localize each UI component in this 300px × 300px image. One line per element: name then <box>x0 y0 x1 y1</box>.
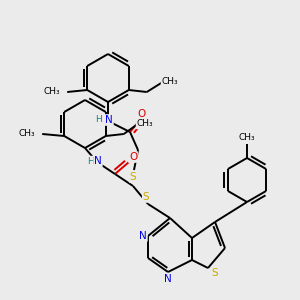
Text: N: N <box>139 231 147 241</box>
Text: O: O <box>129 152 137 162</box>
Text: CH₃: CH₃ <box>19 130 35 139</box>
Text: N: N <box>94 156 102 166</box>
Text: N: N <box>105 115 113 125</box>
Text: H: H <box>88 157 94 166</box>
Text: CH₃: CH₃ <box>161 76 178 85</box>
Text: S: S <box>143 192 149 202</box>
Text: CH₃: CH₃ <box>239 134 255 142</box>
Text: S: S <box>212 268 218 278</box>
Text: CH₃: CH₃ <box>44 88 60 97</box>
Text: H: H <box>96 115 102 124</box>
Text: S: S <box>130 172 136 182</box>
Text: CH₃: CH₃ <box>136 119 153 128</box>
Text: N: N <box>164 274 172 284</box>
Text: O: O <box>137 109 145 119</box>
